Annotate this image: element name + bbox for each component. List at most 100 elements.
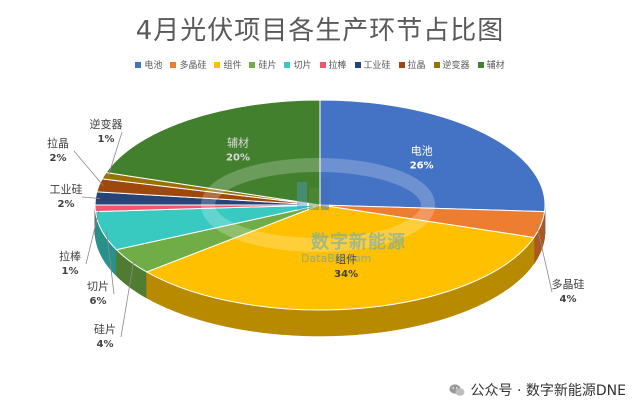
pie-slice-side: [146, 271, 154, 302]
pie-tops: [94, 99, 546, 311]
wechat-icon: [449, 384, 465, 396]
legend-swatch: [354, 61, 361, 68]
legend-label: 辅材: [486, 61, 505, 71]
leader-line: [73, 150, 104, 186]
legend-item: 多晶硅: [170, 58, 206, 71]
slice-name-label: 拉晶: [47, 136, 69, 150]
pie-slice-side: [234, 301, 245, 331]
legend-label: 组件: [223, 61, 242, 71]
slice-value-label: 2%: [58, 199, 75, 210]
pie-slice-side: [513, 253, 519, 286]
watermark-ring: [201, 158, 435, 252]
watermark: 数字新能源 DataBM.com: [215, 170, 415, 270]
legend-item: 组件: [214, 58, 241, 71]
slice-name-label: 电池: [411, 144, 433, 157]
legend-label: 工业硅: [363, 61, 391, 71]
pie-slice-side: [174, 284, 183, 315]
slice-value-label: 26%: [410, 160, 434, 171]
slice-name-label: 切片: [87, 280, 109, 293]
pie-slice-side: [517, 249, 524, 282]
legend-label: 拉晶: [407, 61, 426, 71]
pie-slice-side: [489, 269, 497, 301]
leader-line: [85, 208, 100, 265]
pie-slice-side: [361, 306, 373, 335]
leader-line: [107, 131, 123, 177]
slice-name-label: 组件: [335, 252, 357, 266]
pie-slice-side: [243, 303, 254, 332]
slice-value-label: 6%: [90, 296, 107, 307]
watermark-url: DataBM.com: [301, 252, 372, 265]
legend-label: 硅片: [258, 61, 277, 71]
legend-item: 电池: [135, 58, 162, 71]
pie-slice-side: [166, 281, 176, 312]
pie-slice-side: [502, 262, 509, 294]
legend-item: 逆变器: [433, 58, 470, 71]
footer: 公众号 · 数字新能源DNE: [449, 380, 626, 400]
pie-slice-side: [182, 287, 191, 318]
pie-slice-side: [452, 286, 462, 317]
pie-slice-side: [224, 299, 235, 329]
slice-name-label: 辅材: [227, 135, 249, 149]
slice-value-label: 4%: [560, 294, 577, 305]
slice-name-label: 工业硅: [50, 183, 83, 196]
pie-slice-side: [252, 304, 264, 333]
watermark-brand: 数字新能源: [311, 232, 406, 253]
pie-slice-side: [427, 294, 437, 324]
legend-label: 逆变器: [442, 61, 470, 71]
pie-slice-side: [409, 298, 420, 328]
watermark-logo-icon: [297, 178, 329, 210]
pie-labels: 电池 26% 多晶硅 4% 组件 34% 硅片 4% 切片 6% 拉棒 1% 工业硅 2% 拉晶 2% 逆变器 1…: [47, 117, 585, 350]
pie-slice-side: [526, 241, 531, 274]
legend-item: 硅片: [249, 58, 276, 71]
pie-slice-side: [371, 305, 382, 334]
legend-swatch: [319, 61, 326, 68]
legend-label: 多晶硅: [179, 61, 207, 71]
pie-slice-side: [418, 296, 429, 326]
pie-slice-side: [262, 306, 273, 334]
slice-name-label: 硅片: [94, 323, 116, 336]
legend-label: 拉棒: [328, 61, 347, 71]
pie-slice-side: [507, 258, 514, 290]
pie-slice-side: [207, 295, 217, 325]
pie-slice-side: [496, 265, 503, 297]
legend-item: 工业硅: [354, 58, 391, 71]
slice-value-label: 4%: [97, 339, 114, 350]
pie-slice: [319, 99, 546, 213]
slice-value-label: 1%: [98, 134, 115, 145]
legend-swatch: [284, 61, 291, 68]
pie-slice-side: [390, 302, 401, 331]
chart-title: 4月光伏项目各生产环节占比图: [135, 16, 505, 46]
pie-slice-side: [436, 291, 446, 322]
legend-swatch: [477, 61, 484, 68]
pie-slice-side: [332, 309, 343, 337]
slice-name-label: 拉棒: [59, 249, 81, 263]
legend-label: 电池: [144, 61, 163, 71]
legend-item: 切片: [284, 58, 312, 71]
slice-value-label: 20%: [226, 152, 250, 163]
legend-swatch: [433, 61, 440, 68]
pie-slice-side: [322, 309, 333, 337]
pie-slice-side: [159, 278, 168, 309]
legend-label: 切片: [293, 61, 312, 71]
pie-slice: [145, 204, 535, 311]
legend-item: 辅材: [477, 58, 505, 71]
pie-slice-side: [292, 308, 303, 336]
legend-item: 拉晶: [398, 58, 426, 71]
slice-name-label: 多晶硅: [552, 277, 585, 291]
pie-slice-side: [351, 307, 363, 336]
pie-slice-side: [342, 308, 353, 336]
leader-line: [106, 230, 115, 295]
pie-slice-side: [272, 307, 283, 335]
pie-slice-side: [190, 290, 200, 320]
pie-slice-side: [381, 304, 392, 333]
legend-swatch: [398, 61, 405, 68]
pie-slice-side: [468, 280, 477, 311]
leader-line: [120, 260, 135, 338]
pie-slice-side: [215, 297, 226, 327]
slice-value-label: 1%: [62, 266, 79, 277]
legend-swatch: [249, 61, 256, 68]
pie-slice: [105, 99, 321, 206]
pie-slice-side: [475, 276, 484, 308]
slice-value-label: 34%: [334, 269, 358, 280]
